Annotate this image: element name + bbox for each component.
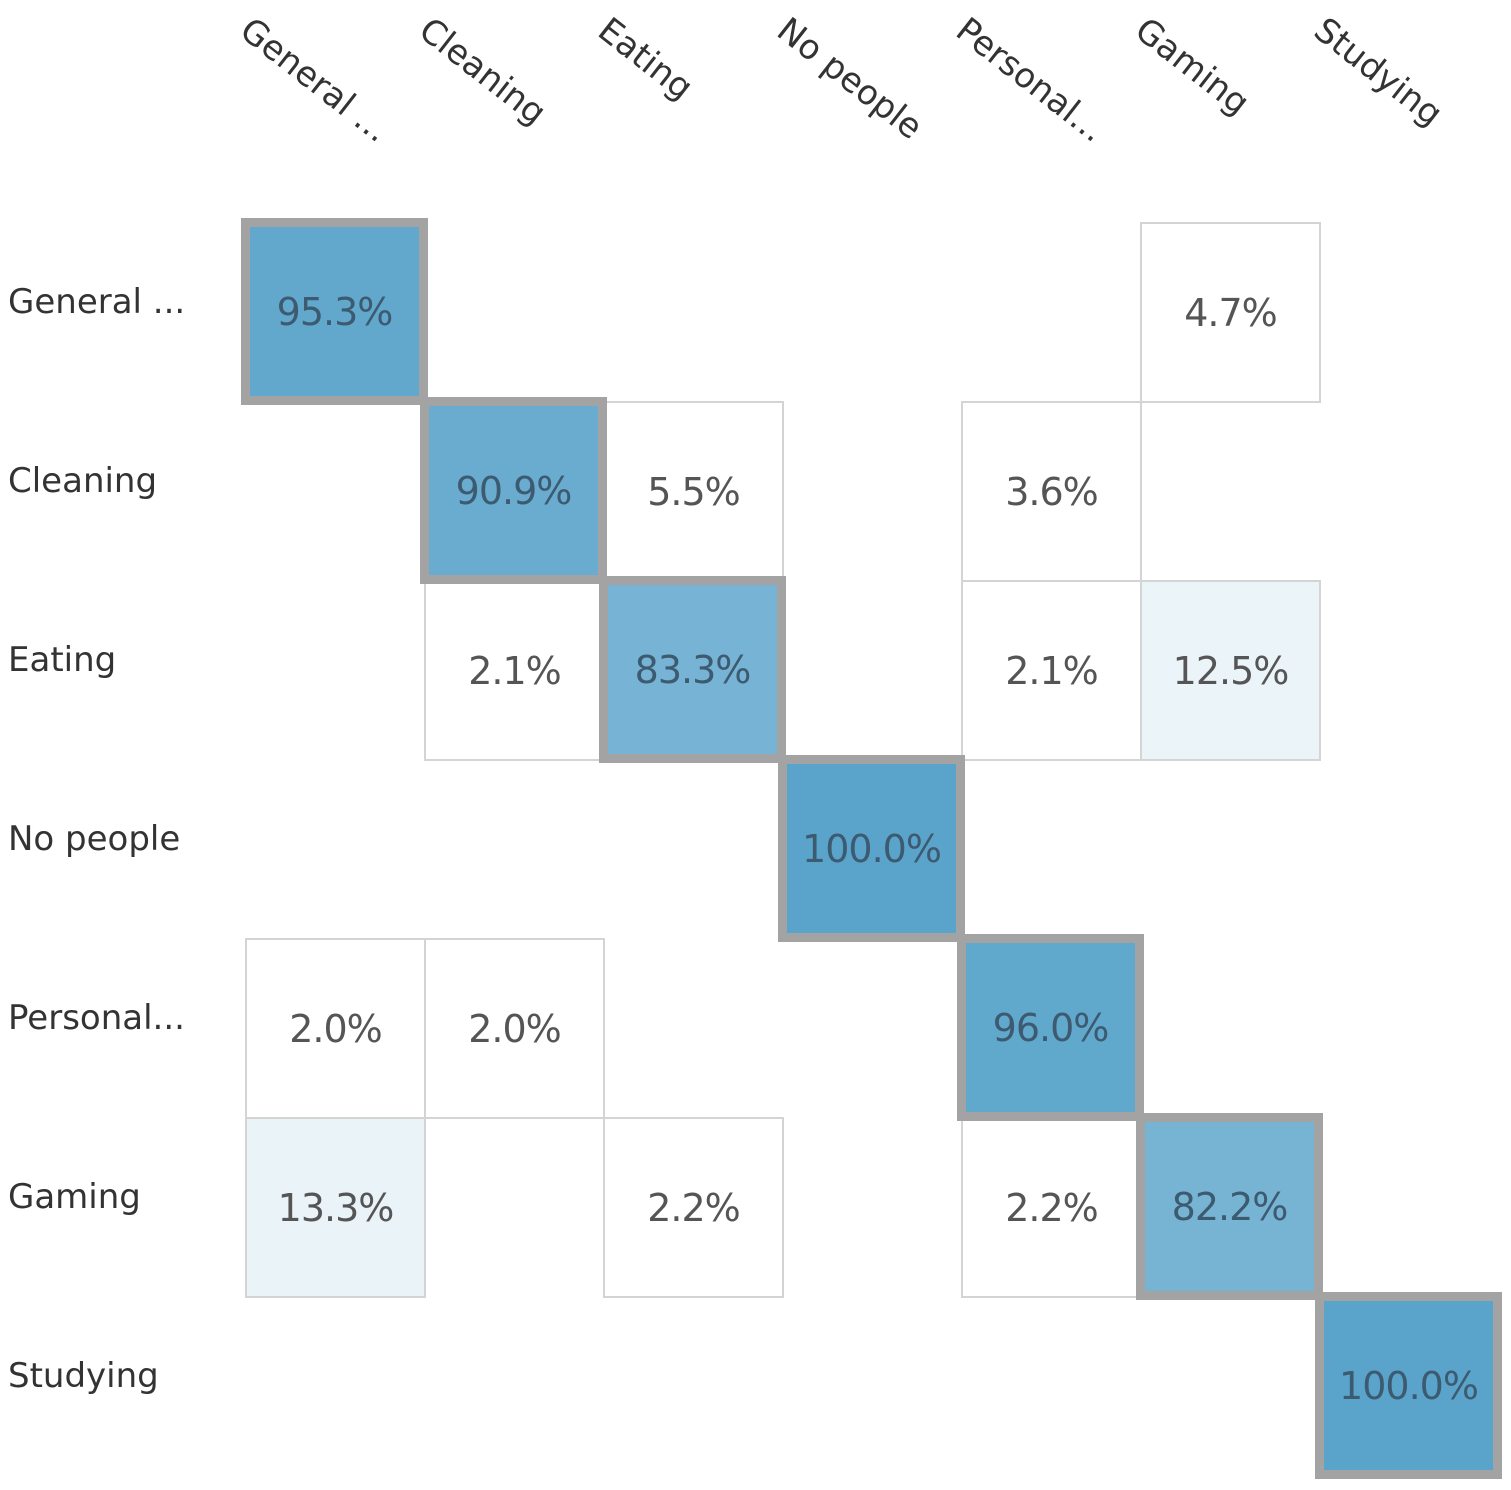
cell-value: 13.3%	[277, 1185, 395, 1230]
cell-value: 2.1%	[468, 648, 562, 693]
cell-value: 2.1%	[1005, 648, 1099, 693]
matrix-cell-diagonal: 90.9%	[420, 397, 607, 584]
matrix-cell-diagonal: 83.3%	[599, 576, 786, 763]
matrix-cell-diagonal: 82.2%	[1136, 1113, 1323, 1300]
matrix-cell: 5.5%	[603, 401, 784, 582]
cell-value: 5.5%	[647, 469, 741, 514]
matrix-cell: 2.2%	[603, 1117, 784, 1298]
row-label: Eating	[8, 639, 117, 680]
cell-value: 2.0%	[289, 1006, 383, 1051]
cell-value: 12.5%	[1172, 648, 1290, 693]
cell-value: 2.2%	[1005, 1185, 1099, 1230]
row-label: Gaming	[8, 1176, 141, 1217]
cell-value: 83.3%	[634, 647, 752, 692]
cell-value: 2.2%	[647, 1185, 741, 1230]
cell-value: 100.0%	[1339, 1363, 1479, 1408]
row-label: Cleaning	[8, 460, 158, 501]
column-label: Gaming	[1127, 10, 1257, 124]
matrix-cell: 2.0%	[245, 938, 426, 1119]
cell-value: 90.9%	[455, 468, 573, 513]
cell-value: 2.0%	[468, 1006, 562, 1051]
matrix-cell: 2.1%	[961, 580, 1142, 761]
matrix-cell: 2.2%	[961, 1117, 1142, 1298]
cell-value: 96.0%	[992, 1005, 1110, 1050]
row-label: General ...	[8, 281, 186, 322]
matrix-cell-diagonal: 95.3%	[241, 218, 428, 405]
column-label: Cleaning	[411, 10, 554, 134]
column-label: No people	[769, 10, 930, 148]
row-label: No people	[8, 818, 181, 859]
matrix-cell-diagonal: 100.0%	[1315, 1292, 1502, 1479]
matrix-cell: 2.0%	[424, 938, 605, 1119]
column-label: Studying	[1306, 10, 1450, 135]
matrix-cell: 4.7%	[1140, 222, 1321, 403]
column-label: General ...	[232, 10, 397, 151]
column-label: Eating	[590, 10, 701, 109]
cell-value: 4.7%	[1184, 290, 1278, 335]
cell-value: 95.3%	[276, 289, 394, 334]
matrix-cell: 12.5%	[1140, 580, 1321, 761]
matrix-cell: 13.3%	[245, 1117, 426, 1298]
row-label: Personal...	[8, 997, 185, 1038]
row-label: Studying	[8, 1355, 159, 1396]
matrix-cell: 3.6%	[961, 401, 1142, 582]
matrix-cell: 2.1%	[424, 580, 605, 761]
matrix-cell-diagonal: 96.0%	[957, 934, 1144, 1121]
matrix-cell-diagonal: 100.0%	[778, 755, 965, 942]
cell-value: 3.6%	[1005, 469, 1099, 514]
cell-value: 82.2%	[1171, 1184, 1289, 1229]
cell-value: 100.0%	[802, 826, 942, 871]
column-label: Personal...	[948, 10, 1113, 151]
